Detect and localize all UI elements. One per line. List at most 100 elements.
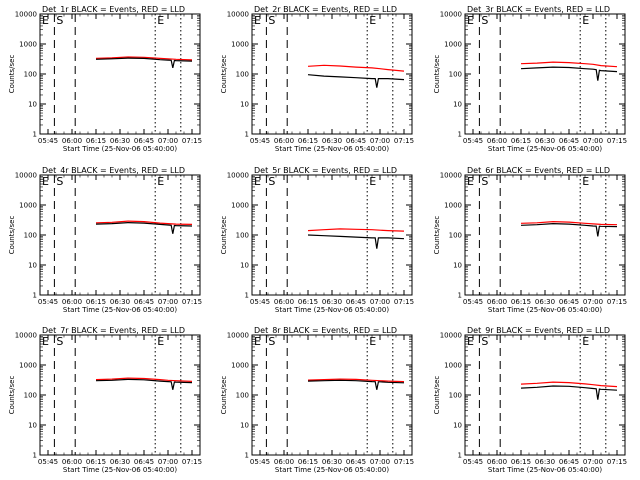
panel-title: Det_2r BLACK = Events, RED = LLD (254, 5, 397, 14)
x-tick-label: 06:45 (346, 298, 366, 306)
y-tick-label: 10 (28, 422, 37, 430)
y-tick-label: 1000 (444, 41, 462, 49)
marker-e-left: E (42, 14, 49, 27)
panel-title: Det_7r BLACK = Events, RED = LLD (42, 326, 185, 335)
x-tick-label: 06:30 (322, 458, 342, 466)
marker-e-right: E (157, 14, 164, 27)
y-tick-label: 1 (245, 292, 249, 300)
y-axis-label: Counts/sec (220, 216, 228, 255)
y-tick-label: 10000 (227, 11, 249, 19)
y-tick-label: 1000 (19, 41, 37, 49)
y-tick-label: 1 (33, 131, 37, 139)
y-axis-label: Counts/sec (433, 376, 441, 415)
x-tick-label: 06:45 (346, 458, 366, 466)
series-lld-line (307, 228, 405, 232)
axes-frame (251, 174, 413, 296)
series-lld-line (307, 64, 405, 72)
series-lld-line (520, 61, 618, 68)
x-tick-label: 06:00 (62, 137, 82, 145)
marker-e-right: E (369, 175, 376, 188)
x-tick-label: 06:00 (274, 458, 294, 466)
y-tick-label: 1 (33, 292, 37, 300)
y-tick-label: 1 (245, 452, 249, 460)
marker-e-right: E (582, 335, 589, 348)
x-axis-label: Start Time (25-Nov-06 05:40:00) (488, 306, 602, 314)
x-tick-label: 05:45 (463, 137, 483, 145)
x-axis-label: Start Time (25-Nov-06 05:40:00) (488, 466, 602, 474)
y-tick-label: 1000 (231, 202, 249, 210)
marker-e-left: E (254, 175, 261, 188)
x-tick-label: 06:45 (559, 137, 579, 145)
x-tick-label: 06:30 (110, 298, 130, 306)
series-events-line (307, 234, 405, 249)
axes-frame (39, 174, 201, 296)
x-tick-label: 06:00 (487, 298, 507, 306)
x-tick-label: 06:00 (274, 137, 294, 145)
panel-2: Det_2r BLACK = Events, RED = LLD 1 10 100 10… (220, 5, 414, 153)
x-tick-label: 06:15 (86, 137, 106, 145)
marker-s: S (268, 14, 275, 27)
marker-s: S (481, 175, 488, 188)
x-tick-label: 06:30 (535, 137, 555, 145)
x-tick-label: 06:15 (298, 137, 318, 145)
axes-frame (39, 334, 201, 456)
y-tick-label: 100 (24, 232, 37, 240)
y-tick-label: 100 (449, 392, 462, 400)
x-tick-label: 06:45 (134, 458, 154, 466)
x-axis-label: Start Time (25-Nov-06 05:40:00) (275, 306, 389, 314)
y-tick-label: 1 (458, 452, 462, 460)
series-events-line (307, 74, 405, 88)
series-lld-line (520, 381, 618, 388)
x-tick-label: 07:15 (394, 458, 414, 466)
series-events-line (520, 66, 618, 81)
panel-8: Det_8r BLACK = Events, RED = LLD 1 10 100 10… (220, 326, 414, 474)
panel-6: Det_6r BLACK = Events, RED = LLD 1 10 100 10… (433, 166, 627, 314)
x-tick-label: 07:00 (583, 458, 603, 466)
x-tick-label: 06:30 (535, 298, 555, 306)
y-tick-label: 1 (458, 292, 462, 300)
x-tick-label: 06:30 (535, 458, 555, 466)
x-tick-label: 06:45 (134, 298, 154, 306)
axes-frame (251, 334, 413, 456)
x-tick-label: 05:45 (463, 298, 483, 306)
x-tick-label: 06:15 (511, 458, 531, 466)
y-tick-label: 100 (24, 71, 37, 79)
axes-frame (251, 13, 413, 135)
y-axis-label: Counts/sec (8, 376, 16, 415)
series-lld-line (307, 378, 405, 383)
marker-s: S (56, 175, 63, 188)
x-axis-label: Start Time (25-Nov-06 05:40:00) (275, 466, 389, 474)
marker-e-left: E (467, 14, 474, 27)
y-tick-label: 1 (33, 452, 37, 460)
panel-3: Det_3r BLACK = Events, RED = LLD 1 10 100 10… (433, 5, 627, 153)
axes-frame (464, 174, 626, 296)
x-tick-label: 06:30 (322, 137, 342, 145)
series-events-line (520, 222, 618, 237)
y-tick-label: 1000 (444, 362, 462, 370)
y-tick-label: 1000 (19, 202, 37, 210)
panel-title: Det_9r BLACK = Events, RED = LLD (467, 326, 610, 335)
panel-title: Det_5r BLACK = Events, RED = LLD (254, 166, 397, 175)
series-lld-line (520, 220, 618, 226)
marker-e-left: E (467, 175, 474, 188)
axes-frame (464, 13, 626, 135)
y-tick-label: 100 (24, 392, 37, 400)
x-tick-label: 07:00 (370, 458, 390, 466)
x-tick-label: 07:00 (158, 298, 178, 306)
x-tick-label: 06:00 (62, 298, 82, 306)
x-tick-label: 05:45 (250, 137, 270, 145)
series-events-line (307, 379, 405, 390)
x-tick-label: 06:45 (559, 458, 579, 466)
x-tick-label: 07:15 (607, 137, 627, 145)
x-tick-label: 05:45 (250, 298, 270, 306)
y-tick-label: 10 (240, 101, 249, 109)
series-events-line (95, 378, 193, 390)
x-tick-label: 06:00 (62, 458, 82, 466)
x-tick-label: 06:15 (86, 458, 106, 466)
y-tick-label: 10 (28, 262, 37, 270)
y-tick-label: 1 (245, 131, 249, 139)
x-tick-label: 06:15 (298, 298, 318, 306)
x-axis-label: Start Time (25-Nov-06 05:40:00) (63, 306, 177, 314)
